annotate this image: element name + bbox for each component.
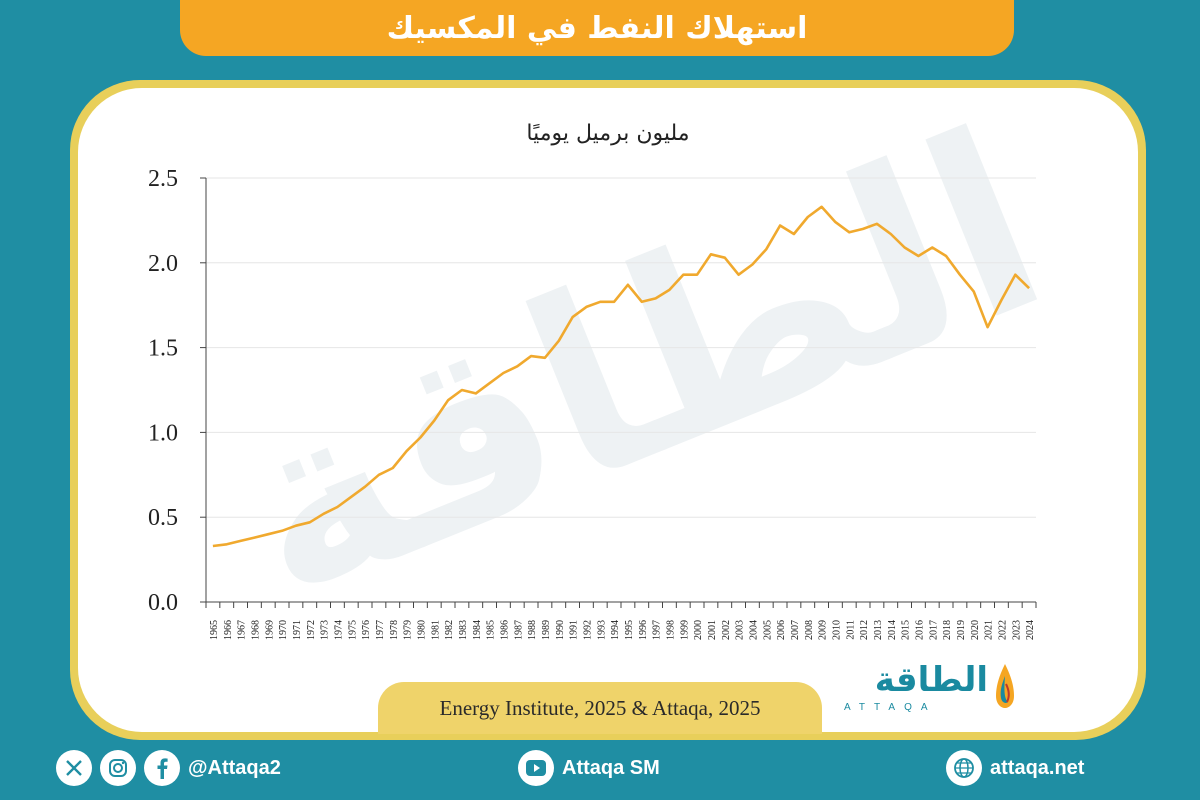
title-banner: استهلاك النفط في المكسيك bbox=[180, 0, 1014, 56]
footer: @Attaqa2 Attaqa SM attaqa.net bbox=[0, 740, 1200, 800]
x-tick-label: 2010 bbox=[831, 620, 842, 640]
y-tick-label: 1.5 bbox=[148, 336, 178, 362]
x-tick-label: 2011 bbox=[845, 620, 856, 640]
x-tick-label: 2013 bbox=[873, 620, 884, 640]
x-tick-label: 1985 bbox=[486, 620, 497, 640]
x-tick-label: 2019 bbox=[956, 620, 967, 640]
x-tick-label: 1972 bbox=[306, 620, 317, 640]
y-tick-label: 2.0 bbox=[148, 251, 178, 277]
globe-icon[interactable] bbox=[946, 750, 982, 786]
x-tick-label: 1987 bbox=[513, 620, 524, 640]
x-tick-label: 1983 bbox=[458, 620, 469, 640]
x-tick-label: 2004 bbox=[748, 620, 759, 640]
youtube-channel[interactable]: Attaqa SM bbox=[562, 756, 660, 779]
x-tick-label: 1984 bbox=[472, 620, 483, 640]
x-tick-label: 2001 bbox=[707, 620, 718, 640]
x-tick-label: 1995 bbox=[624, 620, 635, 640]
chart-card: الطاقة bbox=[78, 88, 1138, 732]
youtube-icon[interactable] bbox=[518, 750, 554, 786]
source-pill: Energy Institute, 2025 & Attaqa, 2025 bbox=[378, 682, 822, 734]
x-tick-label: 1980 bbox=[416, 620, 427, 640]
x-tick-label: 2020 bbox=[970, 620, 981, 640]
x-tick-label: 1991 bbox=[569, 620, 580, 640]
x-tick-label: 1998 bbox=[665, 620, 676, 640]
x-tick-label: 1976 bbox=[361, 620, 372, 640]
x-tick-label: 2024 bbox=[1025, 620, 1036, 640]
x-tick-label: 1997 bbox=[652, 620, 663, 640]
chart-title: استهلاك النفط في المكسيك bbox=[386, 10, 808, 46]
x-tick-label: 1965 bbox=[209, 620, 220, 640]
x-tick-label: 2000 bbox=[693, 620, 704, 640]
x-tick-label: 1967 bbox=[237, 620, 248, 640]
x-tick-label: 1977 bbox=[375, 620, 386, 640]
x-tick-label: 1971 bbox=[292, 620, 303, 640]
x-tick-label: 1975 bbox=[347, 620, 358, 640]
footer-website: attaqa.net bbox=[946, 748, 1084, 788]
x-tick-label: 1978 bbox=[389, 620, 400, 640]
facebook-icon[interactable] bbox=[144, 750, 180, 786]
attaqa-logo: الطاقة ATTAQA bbox=[836, 660, 1016, 720]
x-tick-label: 1981 bbox=[430, 620, 441, 640]
x-tick-label: 2005 bbox=[762, 620, 773, 640]
x-tick-label: 1966 bbox=[223, 620, 234, 640]
x-tick-label: 2007 bbox=[790, 620, 801, 640]
x-tick-label: 1968 bbox=[250, 620, 261, 640]
footer-social: @Attaqa2 bbox=[56, 748, 281, 788]
logo-arabic-text: الطاقة bbox=[874, 660, 988, 700]
x-icon[interactable] bbox=[56, 750, 92, 786]
x-tick-label: 1990 bbox=[555, 620, 566, 640]
y-tick-label: 0.5 bbox=[148, 505, 178, 531]
y-tick-label: 0.0 bbox=[148, 590, 178, 616]
x-tick-label: 2015 bbox=[901, 620, 912, 640]
x-tick-label: 1970 bbox=[278, 620, 289, 640]
y-tick-label: 2.5 bbox=[148, 166, 178, 192]
x-tick-label: 1986 bbox=[499, 620, 510, 640]
website-link[interactable]: attaqa.net bbox=[990, 756, 1085, 779]
x-tick-label: 2009 bbox=[818, 620, 829, 640]
x-tick-label: 1982 bbox=[444, 620, 455, 640]
x-tick-label: 2016 bbox=[914, 620, 925, 640]
x-tick-label: 1969 bbox=[264, 620, 275, 640]
x-tick-label: 2017 bbox=[928, 620, 939, 640]
x-tick-label: 1996 bbox=[638, 620, 649, 640]
series-line bbox=[212, 205, 1031, 548]
x-tick-label: 1994 bbox=[610, 620, 621, 640]
x-tick-label: 2022 bbox=[997, 620, 1008, 640]
x-tick-label: 2008 bbox=[804, 620, 815, 640]
x-tick-label: 2006 bbox=[776, 620, 787, 640]
x-tick-label: 2014 bbox=[887, 620, 898, 640]
social-handle[interactable]: @Attaqa2 bbox=[188, 756, 281, 779]
chart-unit-title: مليون برميل يوميًا bbox=[526, 121, 689, 146]
x-tick-label: 2003 bbox=[735, 620, 746, 640]
footer-youtube: Attaqa SM bbox=[518, 748, 660, 788]
logo-english-text: ATTAQA bbox=[844, 702, 937, 713]
x-tick-label: 2023 bbox=[1011, 620, 1022, 640]
x-tick-label: 1999 bbox=[679, 620, 690, 640]
instagram-icon[interactable] bbox=[100, 750, 136, 786]
x-tick-label: 1992 bbox=[582, 620, 593, 640]
source-text: Energy Institute, 2025 & Attaqa, 2025 bbox=[439, 695, 761, 720]
x-tick-label: 1974 bbox=[333, 620, 344, 640]
x-tick-label: 1993 bbox=[596, 620, 607, 640]
x-tick-label: 1989 bbox=[541, 620, 552, 640]
x-tick-label: 1973 bbox=[320, 620, 331, 640]
x-tick-label: 2002 bbox=[721, 620, 732, 640]
x-tick-label: 1988 bbox=[527, 620, 538, 640]
oil-drop-icon bbox=[996, 664, 1014, 708]
x-tick-label: 2012 bbox=[859, 620, 870, 640]
x-tick-label: 2021 bbox=[984, 620, 995, 640]
x-tick-label: 2018 bbox=[942, 620, 953, 640]
y-tick-label: 1.0 bbox=[148, 420, 178, 446]
x-tick-label: 1979 bbox=[403, 620, 414, 640]
